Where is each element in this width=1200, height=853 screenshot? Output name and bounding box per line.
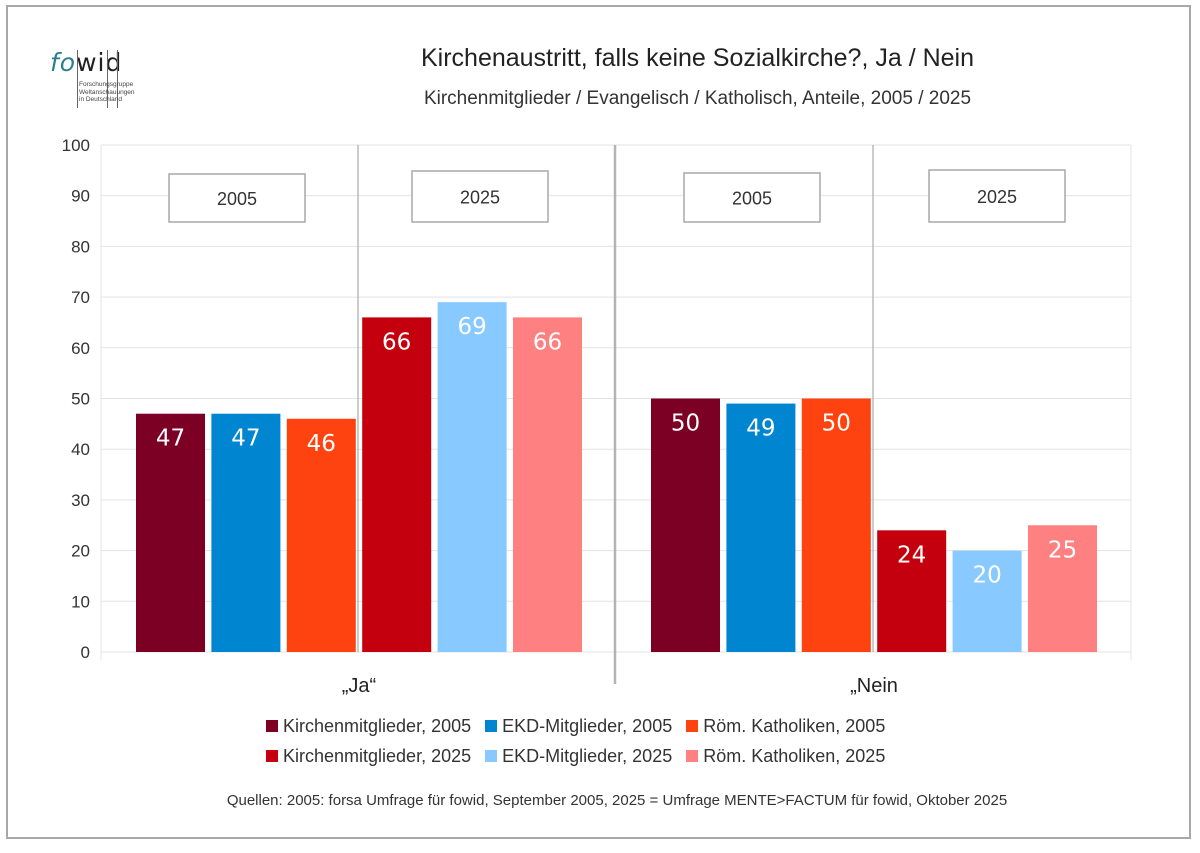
legend-swatch xyxy=(485,750,498,762)
legend-label: Kirchenmitglieder, 2025 xyxy=(283,745,472,766)
data-label: 50 xyxy=(671,411,700,437)
logo-subtitle: Forschungsgruppe Weltanschauungen in Deu… xyxy=(79,81,135,103)
legend-label: Röm. Katholiken, 2025 xyxy=(703,745,886,766)
data-label: 20 xyxy=(972,563,1001,589)
logo-wid: wid xyxy=(76,48,123,77)
bar xyxy=(136,413,205,652)
legend: Kirchenmitglieder, 2005 EKD-Mitglieder, 2… xyxy=(266,711,899,771)
legend-swatch xyxy=(266,720,278,732)
data-label: 50 xyxy=(822,411,851,437)
legend-label: EKD-Mitglieder, 2005 xyxy=(502,715,673,736)
bar xyxy=(1028,525,1097,652)
legend-item: Kirchenmitglieder, 2025 xyxy=(266,746,471,767)
legend-item: Kirchenmitglieder, 2005 xyxy=(266,716,471,737)
legend-label: Kirchenmitglieder, 2005 xyxy=(283,715,472,736)
year-box-label: 2005 xyxy=(732,189,772,209)
y-tick-label: 0 xyxy=(81,643,90,662)
y-tick-label: 90 xyxy=(71,187,90,206)
logo-divider xyxy=(107,50,108,108)
year-box-label: 2005 xyxy=(217,189,257,209)
bar xyxy=(651,398,720,652)
chart-title: Kirchenaustritt, falls keine Sozialkirch… xyxy=(420,44,975,72)
legend-label: EKD-Mitglieder, 2025 xyxy=(502,745,673,766)
chart-subtitle: Kirchenmitglieder / Evangelisch / Kathol… xyxy=(423,88,972,109)
data-label: 69 xyxy=(457,314,486,340)
y-tick-label: 50 xyxy=(71,390,90,409)
y-tick-label: 60 xyxy=(71,339,90,358)
bar xyxy=(286,418,356,652)
logo-fo: fo xyxy=(50,48,77,77)
legend-item: EKD-Mitglieder, 2025 xyxy=(485,746,672,767)
legend-row: Kirchenmitglieder, 2005 EKD-Mitglieder, 2… xyxy=(266,711,899,741)
data-label: 66 xyxy=(382,329,411,355)
legend-row: Kirchenmitglieder, 2025 EKD-Mitglieder, 2… xyxy=(266,741,899,771)
data-label: 66 xyxy=(533,329,562,355)
bar xyxy=(211,413,281,652)
y-tick-label: 20 xyxy=(71,542,90,561)
logo-divider xyxy=(117,50,118,108)
y-tick-label: 10 xyxy=(71,592,90,611)
y-tick-label: 70 xyxy=(71,288,90,307)
y-tick-label: 100 xyxy=(62,136,90,155)
data-label: 24 xyxy=(897,542,926,568)
fowid-logo: fowid Forschungsgruppe Weltanschauungen … xyxy=(50,48,160,118)
bar xyxy=(877,530,947,652)
source-note: Quellen: 2005: forsa Umfrage für fowid, … xyxy=(226,792,1008,809)
year-box xyxy=(683,172,821,223)
year-box xyxy=(928,169,1066,223)
legend-item: Röm. Katholiken, 2005 xyxy=(686,716,885,737)
category-label: „Nein xyxy=(850,675,898,697)
year-box xyxy=(168,173,306,223)
data-label: 47 xyxy=(156,426,185,452)
bar xyxy=(952,550,1022,652)
category-label: „Ja“ xyxy=(342,675,376,697)
legend-swatch xyxy=(686,720,699,732)
legend-label: Röm. Katholiken, 2005 xyxy=(703,715,886,736)
year-box-label: 2025 xyxy=(977,187,1017,207)
y-tick-label: 80 xyxy=(71,237,90,256)
legend-swatch xyxy=(266,750,278,762)
year-box-label: 2025 xyxy=(460,188,500,208)
bar xyxy=(362,317,432,652)
data-label: 46 xyxy=(307,431,336,457)
legend-item: EKD-Mitglieder, 2005 xyxy=(485,716,672,737)
legend-swatch xyxy=(686,750,699,762)
bar xyxy=(726,403,796,652)
logo-divider xyxy=(77,50,78,108)
y-tick-label: 30 xyxy=(71,491,90,510)
data-label: 25 xyxy=(1048,537,1077,563)
y-tick-label: 40 xyxy=(71,440,90,459)
year-box xyxy=(411,170,549,223)
legend-swatch xyxy=(485,720,498,732)
bar xyxy=(513,317,582,652)
legend-item: Röm. Katholiken, 2025 xyxy=(686,746,885,767)
bar xyxy=(801,398,871,652)
data-label: 49 xyxy=(746,416,775,442)
bar xyxy=(437,302,507,652)
data-label: 47 xyxy=(231,426,260,452)
